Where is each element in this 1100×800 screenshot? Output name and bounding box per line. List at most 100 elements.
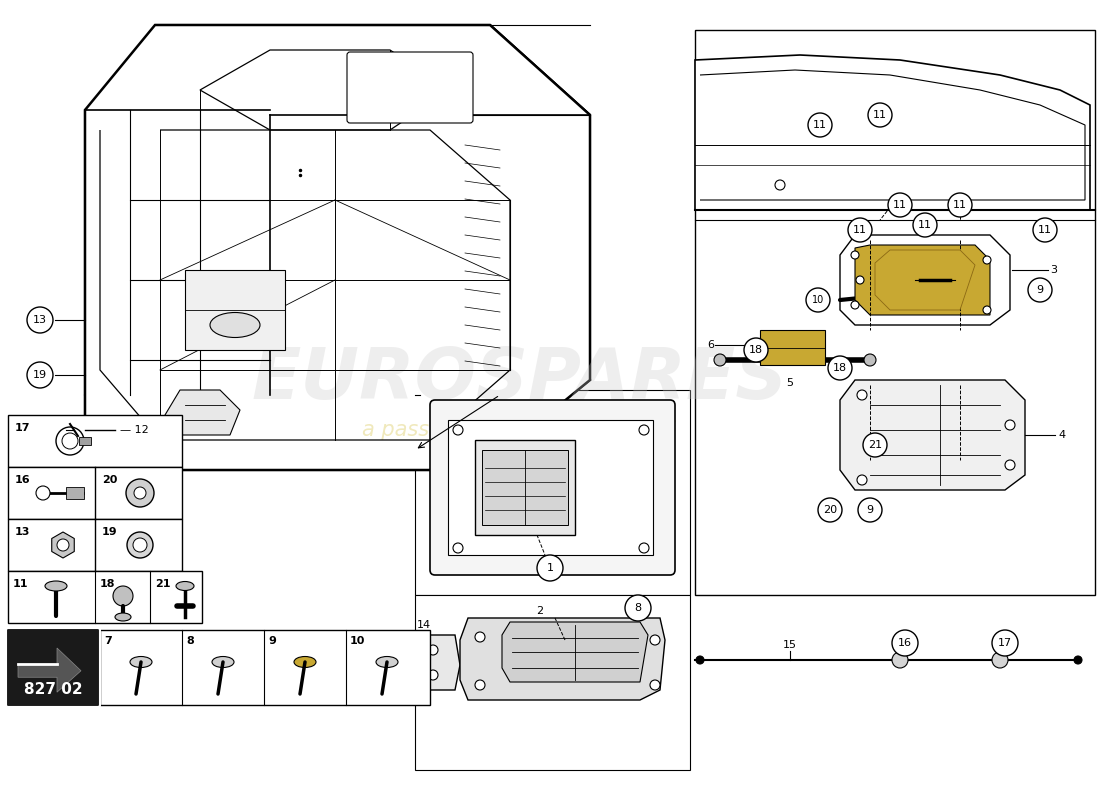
Circle shape xyxy=(913,213,937,237)
Polygon shape xyxy=(165,390,240,435)
Text: 11: 11 xyxy=(852,225,867,235)
Circle shape xyxy=(62,433,78,449)
Text: 6: 6 xyxy=(707,340,714,350)
Circle shape xyxy=(453,543,463,553)
Circle shape xyxy=(818,498,842,522)
Text: 13: 13 xyxy=(33,315,47,325)
Polygon shape xyxy=(85,110,270,395)
Circle shape xyxy=(808,113,832,137)
Circle shape xyxy=(857,390,867,400)
Text: 1: 1 xyxy=(547,563,553,573)
Ellipse shape xyxy=(210,313,260,338)
Bar xyxy=(482,450,568,525)
Text: 16: 16 xyxy=(15,475,31,485)
Polygon shape xyxy=(410,635,460,690)
Circle shape xyxy=(992,652,1008,668)
FancyBboxPatch shape xyxy=(430,400,675,575)
FancyBboxPatch shape xyxy=(6,628,100,707)
Text: 11: 11 xyxy=(918,220,932,230)
Text: 17: 17 xyxy=(15,423,31,433)
Circle shape xyxy=(888,193,912,217)
Circle shape xyxy=(428,670,438,680)
Polygon shape xyxy=(855,245,990,315)
Polygon shape xyxy=(840,235,1010,325)
Ellipse shape xyxy=(116,613,131,621)
Text: 16: 16 xyxy=(898,638,912,648)
Text: 11: 11 xyxy=(873,110,887,120)
Text: 13: 13 xyxy=(15,527,31,537)
Bar xyxy=(415,595,690,770)
Text: 11: 11 xyxy=(13,579,29,589)
Circle shape xyxy=(453,425,463,435)
Ellipse shape xyxy=(294,657,316,667)
Circle shape xyxy=(1028,278,1052,302)
Circle shape xyxy=(851,251,859,259)
Polygon shape xyxy=(85,290,590,470)
Text: 9: 9 xyxy=(867,505,873,515)
Polygon shape xyxy=(155,25,590,115)
Bar xyxy=(185,270,285,350)
Bar xyxy=(8,571,202,623)
Text: 7: 7 xyxy=(104,636,112,646)
Circle shape xyxy=(134,487,146,499)
Polygon shape xyxy=(85,25,590,470)
Text: 9: 9 xyxy=(268,636,276,646)
Bar xyxy=(100,630,430,705)
Polygon shape xyxy=(490,25,590,380)
Text: 4: 4 xyxy=(1058,430,1065,440)
Text: 19: 19 xyxy=(102,527,118,537)
Circle shape xyxy=(856,276,864,284)
Text: 3: 3 xyxy=(1050,265,1057,275)
Circle shape xyxy=(126,479,154,507)
Text: 14: 14 xyxy=(417,620,431,630)
Circle shape xyxy=(983,306,991,314)
Circle shape xyxy=(714,354,726,366)
Circle shape xyxy=(857,475,867,485)
Text: 21: 21 xyxy=(868,440,882,450)
Bar xyxy=(448,420,653,555)
Circle shape xyxy=(639,543,649,553)
Circle shape xyxy=(776,180,785,190)
Circle shape xyxy=(639,425,649,435)
Bar xyxy=(79,437,91,445)
Text: 18: 18 xyxy=(100,579,116,589)
Bar xyxy=(66,487,84,499)
Ellipse shape xyxy=(130,657,152,667)
Text: 18: 18 xyxy=(749,345,763,355)
Circle shape xyxy=(475,680,485,690)
Text: 21: 21 xyxy=(155,579,170,589)
Text: 18: 18 xyxy=(833,363,847,373)
Text: 8: 8 xyxy=(635,603,641,613)
Circle shape xyxy=(892,652,907,668)
Circle shape xyxy=(983,256,991,264)
Bar xyxy=(8,519,182,571)
Polygon shape xyxy=(52,532,75,558)
Bar xyxy=(760,330,825,365)
Bar xyxy=(695,30,1094,595)
Circle shape xyxy=(28,362,53,388)
Circle shape xyxy=(851,301,859,309)
Circle shape xyxy=(1033,218,1057,242)
Circle shape xyxy=(696,656,704,664)
Text: 20: 20 xyxy=(823,505,837,515)
Circle shape xyxy=(126,532,153,558)
Text: — 12: — 12 xyxy=(120,425,148,435)
Polygon shape xyxy=(502,622,648,682)
Ellipse shape xyxy=(176,582,194,590)
Text: a passion for parts since 1946: a passion for parts since 1946 xyxy=(363,420,678,440)
Circle shape xyxy=(428,645,438,655)
Circle shape xyxy=(1005,420,1015,430)
Circle shape xyxy=(1074,656,1082,664)
Circle shape xyxy=(56,427,84,455)
Polygon shape xyxy=(874,250,975,310)
Circle shape xyxy=(864,354,876,366)
Polygon shape xyxy=(840,380,1025,490)
Polygon shape xyxy=(695,55,1090,210)
Circle shape xyxy=(36,486,50,500)
Circle shape xyxy=(948,193,972,217)
Text: 8: 8 xyxy=(186,636,194,646)
Circle shape xyxy=(625,595,651,621)
Circle shape xyxy=(133,538,147,552)
Text: 10: 10 xyxy=(812,295,824,305)
Circle shape xyxy=(57,539,69,551)
